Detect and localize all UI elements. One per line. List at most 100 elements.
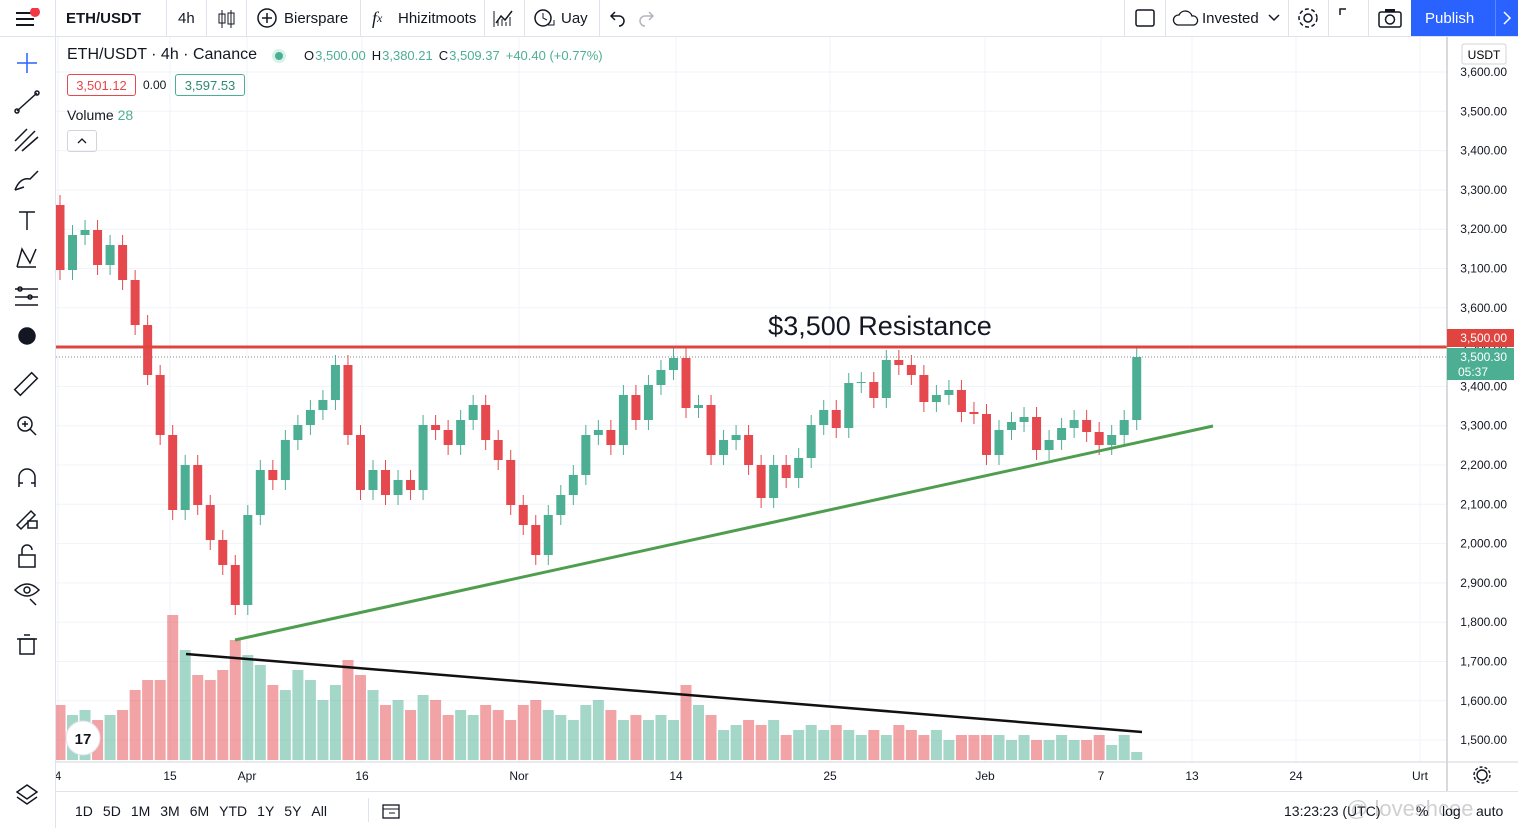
- percent-toggle[interactable]: %: [1416, 803, 1429, 819]
- menu-icon[interactable]: [14, 8, 40, 30]
- volume-bar: [204, 680, 216, 760]
- candle-body: [756, 465, 766, 498]
- fib-tool[interactable]: [14, 128, 39, 152]
- resistance-annotation: $3,500 Resistance: [768, 311, 992, 341]
- resistance-tag-label: 3,500.00: [1460, 331, 1507, 345]
- resistance-tag: [1447, 329, 1514, 347]
- range-button[interactable]: YTD: [219, 803, 248, 819]
- symbol-search[interactable]: ETH/USDT: [66, 9, 141, 27]
- range-button[interactable]: 1Y: [257, 803, 275, 819]
- candle-body: [381, 470, 391, 495]
- ruler-tool[interactable]: [13, 371, 39, 397]
- clock[interactable]: 13:23:23 (UTC): [1284, 803, 1381, 819]
- trendline-tool[interactable]: [14, 90, 40, 114]
- time-label: 24: [1289, 769, 1303, 783]
- lock-drawing-tool[interactable]: [15, 509, 38, 531]
- volume-bar: [179, 650, 191, 760]
- lock-tool[interactable]: [18, 544, 36, 568]
- chart-style-icon[interactable]: [216, 8, 238, 30]
- brush-tool[interactable]: [14, 170, 39, 191]
- publish-label[interactable]: Publish: [1425, 9, 1475, 27]
- publish-arrow[interactable]: [1495, 0, 1518, 36]
- volume-trendline[interactable]: [185, 652, 1143, 734]
- volume-bar: [705, 715, 717, 760]
- volume-bar: [930, 730, 942, 760]
- auto-toggle[interactable]: auto: [1476, 803, 1504, 819]
- legend-title[interactable]: ETH/USDT · 4h · Canance: [67, 46, 257, 63]
- range-button[interactable]: 3M: [160, 803, 180, 819]
- magnet-tool[interactable]: [18, 468, 36, 487]
- volume-bar: [56, 705, 66, 760]
- pattern-tool[interactable]: [16, 247, 37, 268]
- volume-bar: [805, 725, 817, 760]
- candle-body: [1107, 435, 1117, 445]
- currency-box[interactable]: [1461, 43, 1507, 65]
- axis-settings[interactable]: [1473, 766, 1491, 784]
- cloud-icon[interactable]: [1172, 8, 1200, 28]
- time-label: 14: [669, 769, 683, 783]
- candle-body: [881, 360, 891, 398]
- price-label: 3,600.00: [1460, 65, 1507, 79]
- volume-bar: [1068, 740, 1080, 760]
- volume-bar: [229, 640, 241, 760]
- replay-icon[interactable]: [532, 6, 556, 30]
- compare-icon[interactable]: [256, 7, 278, 29]
- log-toggle[interactable]: log: [1442, 803, 1461, 819]
- zoom-tool[interactable]: [17, 416, 37, 436]
- indicators[interactable]: Hhizitmoots: [398, 9, 477, 27]
- sell-button[interactable]: 3,501.12: [67, 74, 136, 96]
- price-label: 2,200.00: [1460, 458, 1507, 472]
- range-button[interactable]: 1M: [130, 803, 151, 819]
- watermark: @ loveshcee: [1346, 796, 1474, 821]
- interval[interactable]: 4h: [178, 9, 195, 27]
- text-tool[interactable]: [19, 211, 35, 230]
- price-label: 3,600.00: [1460, 301, 1507, 315]
- icon-tool[interactable]: [18, 327, 36, 345]
- dropdown-arrow[interactable]: [1268, 13, 1280, 23]
- buy-button[interactable]: 3,597.53: [175, 74, 245, 96]
- support-trendline[interactable]: [234, 424, 1214, 642]
- candle-body: [481, 405, 491, 440]
- candle-body: [506, 460, 516, 505]
- crosshair-tool[interactable]: [17, 53, 37, 73]
- time-label: 16: [355, 769, 369, 783]
- volume-bar: [918, 735, 930, 760]
- tv-logo: 17: [65, 720, 101, 756]
- range-button[interactable]: 5Y: [284, 803, 302, 819]
- candle-body: [1094, 432, 1104, 445]
- separator: [368, 798, 369, 822]
- templates-icon[interactable]: [492, 7, 516, 29]
- range-button[interactable]: 1D: [75, 803, 93, 819]
- volume-bar: [405, 710, 417, 760]
- candle-body: [456, 420, 466, 445]
- collapse-icon[interactable]: [68, 131, 96, 151]
- replay[interactable]: Uay: [561, 9, 588, 27]
- collapse-button[interactable]: [67, 130, 97, 152]
- volume-bar: [818, 730, 830, 760]
- layout-name[interactable]: Invested: [1202, 9, 1259, 27]
- goto-date-icon[interactable]: [381, 801, 403, 821]
- snapshot-icon[interactable]: [1377, 7, 1403, 29]
- candle-body: [656, 370, 666, 385]
- undo-redo[interactable]: [607, 8, 657, 28]
- visibility-tool[interactable]: [13, 583, 41, 606]
- range-button[interactable]: 6M: [189, 803, 210, 819]
- prediction-tool[interactable]: [15, 286, 38, 306]
- compare[interactable]: Bierspare: [284, 9, 349, 27]
- fullscreen-icon[interactable]: [1338, 7, 1360, 29]
- publish-button[interactable]: Publish: [1411, 0, 1518, 36]
- layout-icon[interactable]: [1134, 7, 1156, 29]
- candle-body: [1044, 440, 1054, 450]
- candle-body: [694, 405, 704, 408]
- range-button[interactable]: All: [311, 803, 327, 819]
- drawings: $3,500 Resistance: [56, 311, 1447, 734]
- object-tree-tool[interactable]: [15, 784, 39, 805]
- volume-bar: [768, 720, 780, 760]
- settings-icon[interactable]: [1296, 6, 1320, 30]
- delete-tool[interactable]: [17, 634, 37, 655]
- range-button[interactable]: 5D: [102, 803, 121, 819]
- candle-body: [268, 470, 278, 480]
- currency[interactable]: USDT: [1468, 48, 1501, 62]
- candle-body: [230, 565, 240, 605]
